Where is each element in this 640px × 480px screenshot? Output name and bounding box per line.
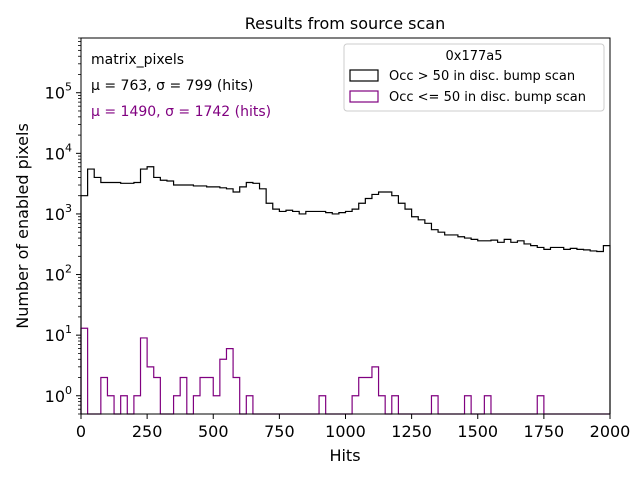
histogram-series-2 (80, 327, 610, 415)
legend-swatch (349, 90, 379, 103)
stats-annotation: μ = 1490, σ = 1742 (hits) (91, 104, 271, 120)
chart-title: Results from source scan (245, 14, 445, 33)
legend: 0x177a5 Occ > 50 in disc. bump scan Occ <=… (343, 43, 605, 112)
y-axis: 100 101 102 103 104 105 (45, 37, 81, 415)
y-tick-label: 104 (45, 141, 72, 163)
stats-annotation: μ = 763, σ = 799 (hits) (91, 78, 253, 94)
x-tick-label: 1250 (391, 422, 432, 441)
legend-title: 0x177a5 (445, 49, 502, 64)
legend-box (343, 43, 605, 112)
x-tick-label: 1000 (325, 422, 366, 441)
y-tick-label: 102 (45, 263, 72, 285)
y-tick-label: 103 (45, 202, 72, 224)
legend-entry-label: Occ <= 50 in disc. bump scan (389, 90, 586, 105)
x-tick-label: 1750 (524, 422, 565, 441)
x-axis: 0 250 500 750 1000 1250 1500 1750 2000 (76, 414, 630, 441)
x-tick-label: 250 (132, 422, 163, 441)
histogram-series-1 (80, 166, 611, 414)
y-tick-label: 105 (45, 81, 72, 103)
y-tick-label: 101 (45, 323, 72, 345)
y-tick-label: 100 (45, 384, 72, 406)
x-tick-label: 0 (76, 422, 86, 441)
legend-entry-label: Occ > 50 in disc. bump scan (389, 69, 575, 84)
stats-annotation: matrix_pixels (91, 52, 184, 68)
x-tick-label: 750 (264, 422, 295, 441)
plot-area (80, 166, 611, 415)
y-axis-label: Number of enabled pixels (13, 123, 32, 329)
x-tick-label: 500 (198, 422, 229, 441)
legend-swatch (349, 69, 379, 82)
x-tick-label: 1500 (457, 422, 498, 441)
x-tick-label: 2000 (590, 422, 631, 441)
stats-annotations: matrix_pixels μ = 763, σ = 799 (hits) μ = … (91, 52, 271, 120)
x-axis-label: Hits (329, 446, 360, 465)
